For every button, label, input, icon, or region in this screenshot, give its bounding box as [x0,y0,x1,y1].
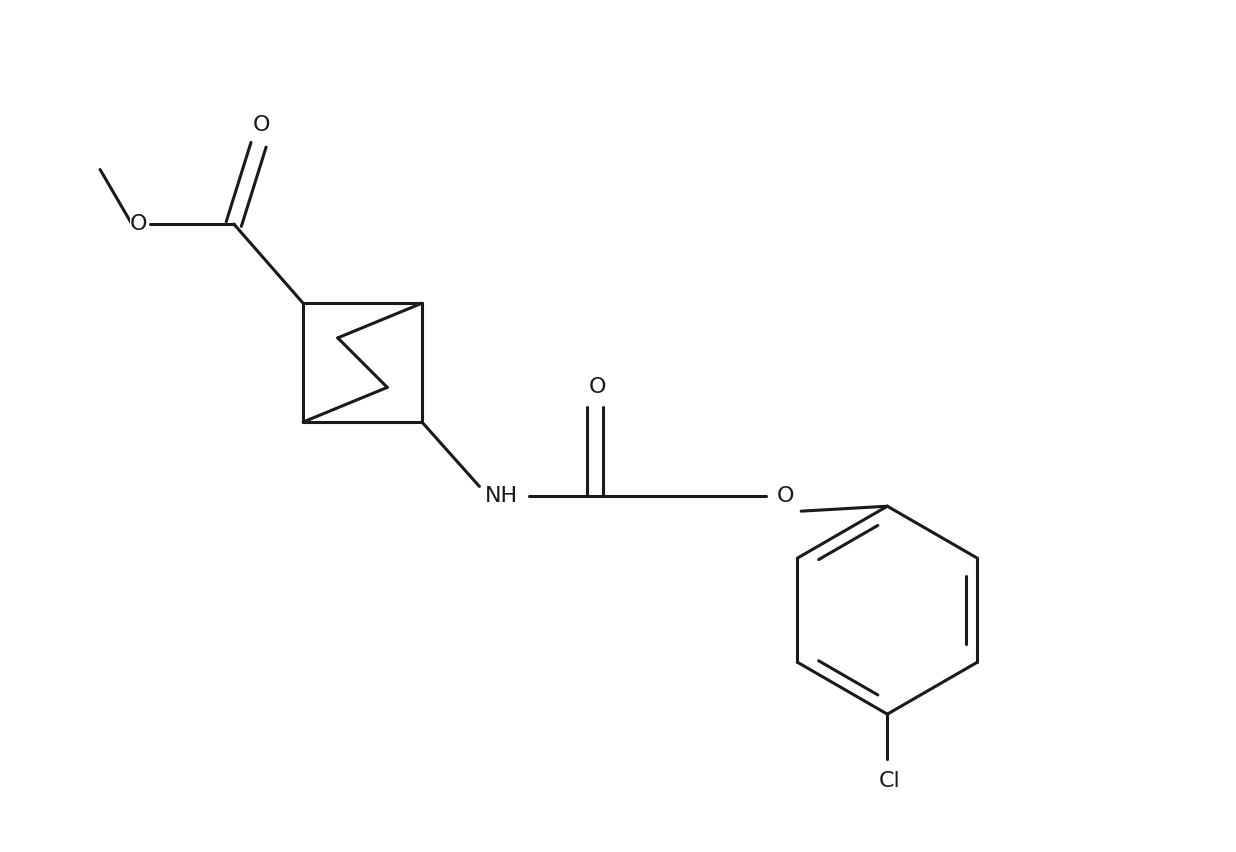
Text: NH: NH [485,486,518,506]
Text: Cl: Cl [879,772,900,792]
Text: O: O [130,214,147,234]
Text: O: O [588,377,606,397]
Text: O: O [253,115,271,135]
Text: O: O [776,486,794,506]
